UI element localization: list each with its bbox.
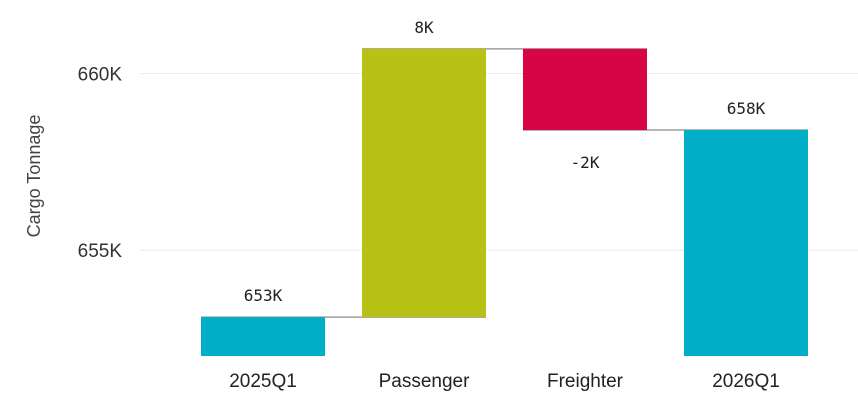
data-label: 653K [244,286,283,305]
bar-2025q1 [201,317,325,356]
y-tick-label: 655K [78,241,123,262]
data-label: -2K [571,153,600,172]
data-label: 658K [727,99,766,118]
data-label: 8K [414,18,434,37]
bar-2026q1 [684,130,808,356]
category-label: Passenger [379,371,471,392]
x-axis-categories: 2025Q1 Passenger Freighter 2026Q1 [229,371,780,392]
category-label: 2025Q1 [229,371,297,392]
y-tick-label: 660K [78,65,123,86]
data-labels: 653K 8K -2K 658K [244,18,766,305]
y-axis-ticks: 655K 660K [78,65,123,263]
category-label: 2026Q1 [712,371,780,392]
y-axis-label: Cargo Tonnage [24,115,44,238]
bar-freighter [523,48,647,131]
bars [201,48,808,356]
category-label: Freighter [547,371,624,392]
bar-passenger [362,48,486,318]
